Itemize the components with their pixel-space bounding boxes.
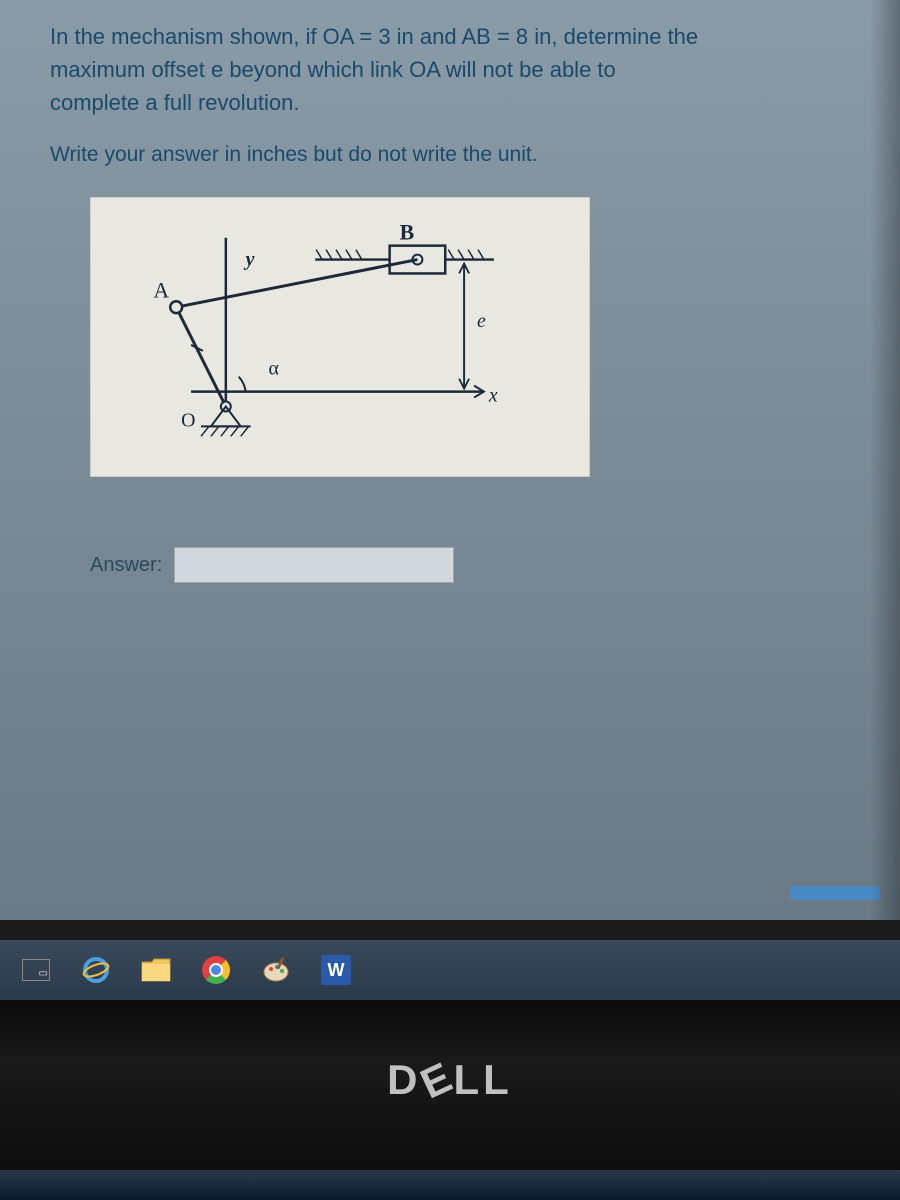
- question-line3: complete a full revolution.: [50, 90, 299, 115]
- question-text: In the mechanism shown, if OA = 3 in and…: [50, 20, 850, 119]
- answer-input[interactable]: [174, 547, 454, 583]
- screen-area: In the mechanism shown, if OA = 3 in and…: [0, 0, 900, 920]
- mechanism-diagram: A B O y x e α: [90, 197, 590, 477]
- side-shadow: [870, 0, 900, 920]
- instruction-text: Write your answer in inches but do not w…: [50, 143, 850, 167]
- folder-icon: [138, 952, 174, 988]
- taskbar-word[interactable]: W: [308, 946, 364, 994]
- word-icon: W: [321, 955, 351, 985]
- chrome-icon: [198, 952, 234, 988]
- taskbar-task-view[interactable]: ▭: [8, 946, 64, 994]
- ie-icon: [78, 952, 114, 988]
- task-view-icon: ▭: [22, 959, 50, 981]
- taskbar-file-explorer[interactable]: [128, 946, 184, 994]
- dell-logo: DELL: [387, 1056, 513, 1104]
- question-line1: In the mechanism shown, if OA = 3 in and…: [50, 24, 698, 49]
- label-A: A: [153, 278, 169, 302]
- label-alpha: α: [269, 358, 279, 380]
- answer-label: Answer:: [90, 554, 162, 577]
- answer-row: Answer:: [90, 547, 850, 583]
- taskbar-chrome[interactable]: [188, 946, 244, 994]
- label-e: e: [477, 310, 486, 332]
- taskbar-ie[interactable]: [68, 946, 124, 994]
- label-O: O: [181, 409, 195, 431]
- question-line2: maximum offset e beyond which link OA wi…: [50, 57, 616, 82]
- taskbar: ▭ W: [0, 940, 900, 1000]
- label-B: B: [400, 221, 415, 245]
- monitor-bezel: DELL: [0, 1000, 900, 1200]
- paint-icon: [258, 952, 294, 988]
- diagram-svg: A B O y x e α: [91, 198, 589, 476]
- bottom-edge: [0, 1170, 900, 1200]
- label-x: x: [488, 385, 498, 407]
- label-y: y: [244, 249, 255, 271]
- taskbar-paint[interactable]: [248, 946, 304, 994]
- scroll-indicator[interactable]: [790, 886, 880, 900]
